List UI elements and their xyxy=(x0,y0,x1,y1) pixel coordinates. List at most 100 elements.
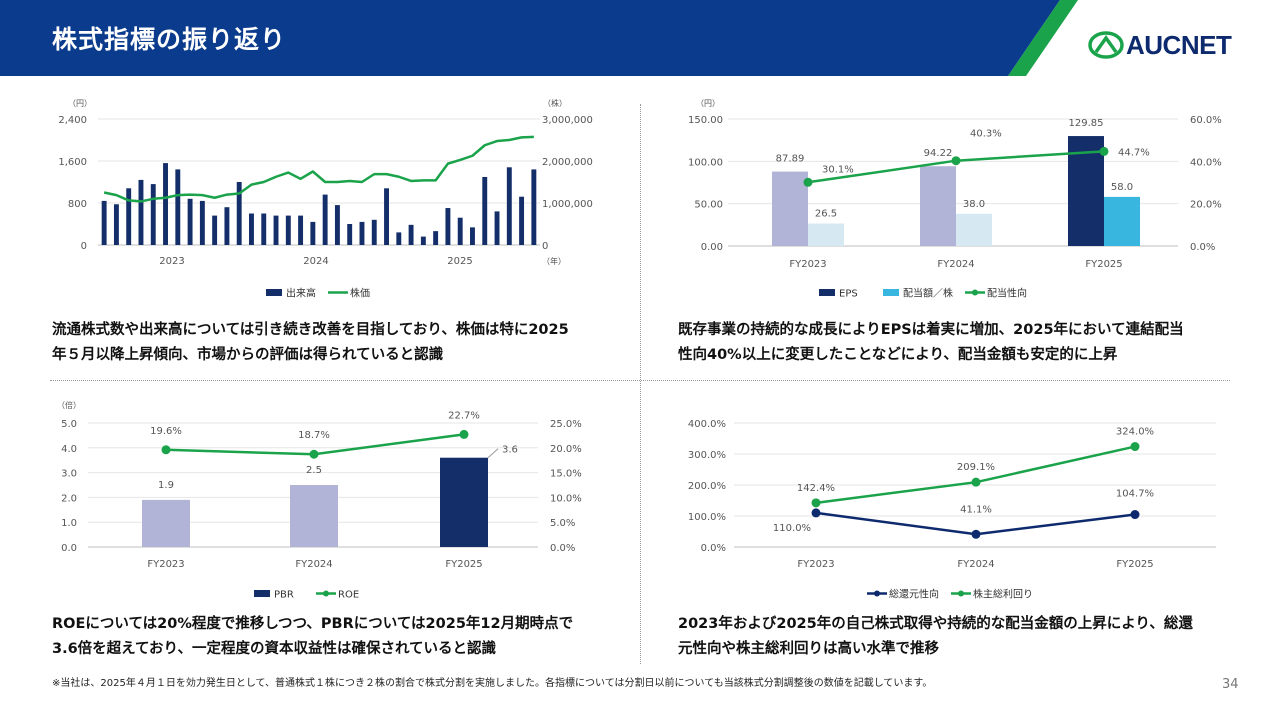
pbr-bar xyxy=(290,485,338,547)
chart-volume-price: （円） （株） 0 800 1,600 2,400 0 1,000,000 2,000,000 3… xyxy=(58,98,593,300)
right-tick-label: 40.0% xyxy=(1190,157,1222,168)
legend-label: 総還元性向 xyxy=(889,588,939,601)
right-tick-label: 5.0% xyxy=(550,518,575,529)
caption-eps-dividend: 既存事業の持続的な成長によりEPSは着実に増加、2025年において連結配当 性向… xyxy=(678,318,1184,368)
chart-pbr-roe: （倍） 0.0 1.0 2.0 3.0 4.0 5.0 0.0% 5.0% 10.0% 15.0% 2… xyxy=(57,400,582,601)
left-tick-label: 2,400 xyxy=(58,115,87,126)
chart-eps-dividend: （円） 0.00 50.00 100.00 150.00 0.0% 20.0% 40.0% 60… xyxy=(688,99,1222,300)
legend-swatch xyxy=(254,590,270,597)
roe-data-label: 19.6% xyxy=(150,426,182,437)
legend-label: 配当額／株 xyxy=(903,287,953,300)
right-tick-label: 1,000,000 xyxy=(542,199,593,210)
volume-bar xyxy=(298,215,304,245)
legend-label: ROE xyxy=(338,590,359,601)
caption-pbr-roe: ROEについては20%程度で推移しつつ、PBRについては2025年12月期時点で… xyxy=(52,612,573,662)
dividend-bar xyxy=(808,223,844,246)
volume-bar xyxy=(236,182,242,245)
payout-total-data-label: 104.7% xyxy=(1116,489,1154,500)
dividend-data-label: 38.0 xyxy=(963,199,985,210)
x-axis-unit: （年） xyxy=(542,256,566,266)
right-tick-label: 60.0% xyxy=(1190,115,1222,126)
pbr-bar xyxy=(440,457,488,547)
payout-total-point xyxy=(1130,510,1140,520)
payout-data-label: 30.1% xyxy=(822,164,854,175)
volume-bar xyxy=(212,215,218,245)
category-tick-label: FY2023 xyxy=(797,559,834,570)
header-band: 株式指標の振り返り AUCNET xyxy=(0,0,1280,76)
y-tick-label: 400.0% xyxy=(688,419,726,430)
left-axis-unit: （円） xyxy=(696,99,720,108)
caption-line: 3.6倍を超えており、一定程度の資本収益性は確保されていると認識 xyxy=(52,641,497,657)
tsr-data-label: 209.1% xyxy=(957,462,995,473)
legend-swatch xyxy=(819,289,835,296)
caption-line: 2023年および2025年の自己株式取得や持続的な配当金額の上昇により、総還 xyxy=(678,616,1193,632)
year-tick-label: 2023 xyxy=(159,256,184,267)
caption-line: 性向40%以上に変更したことなどにより、配当金額も安定的に上昇 xyxy=(678,347,1118,363)
right-tick-label: 15.0% xyxy=(550,469,582,480)
legend-label: EPS xyxy=(839,289,858,300)
volume-bar xyxy=(470,227,475,245)
legend-label: 株主総利回り xyxy=(973,588,1033,601)
dividend-data-label: 58.0 xyxy=(1111,182,1133,193)
volume-bar xyxy=(371,219,377,245)
y-tick-label: 100.0% xyxy=(688,512,726,523)
right-tick-label: 3,000,000 xyxy=(542,115,593,126)
volume-bar xyxy=(310,221,316,245)
volume-bar xyxy=(531,169,537,245)
legend-marker xyxy=(958,590,964,597)
price-line xyxy=(103,135,534,203)
volume-bar xyxy=(113,204,119,245)
legend-label: PBR xyxy=(274,590,294,601)
category-tick-label: FY2024 xyxy=(957,559,994,570)
left-tick-label: 150.00 xyxy=(688,115,723,126)
caption-line: ROEについては20%程度で推移しつつ、PBRについては2025年12月期時点で xyxy=(52,616,574,632)
left-axis-unit: （倍） xyxy=(57,400,81,410)
payout-total-data-label: 110.0% xyxy=(773,523,811,534)
horizontal-divider xyxy=(50,380,1230,381)
caption-line: 年５月以降上昇傾向、市場からの評価は得られていると認識 xyxy=(52,347,444,363)
category-tick-label: FY2024 xyxy=(937,259,974,270)
eps-data-label: 94.22 xyxy=(924,148,953,159)
volume-bar xyxy=(322,194,328,245)
caption-line: 既存事業の持続的な成長によりEPSは着実に増加、2025年において連結配当 xyxy=(678,322,1184,338)
header-background xyxy=(0,0,1078,76)
volume-bar xyxy=(445,208,451,245)
payout-data-label: 40.3% xyxy=(970,129,1002,140)
left-axis-unit: （円） xyxy=(68,99,92,108)
vertical-divider xyxy=(640,104,641,664)
tsr-point xyxy=(1130,442,1140,452)
volume-bar xyxy=(138,179,144,245)
volume-bar xyxy=(101,200,107,245)
left-tick-label: 100.00 xyxy=(688,157,723,168)
legend-marker xyxy=(323,590,329,597)
year-tick-label: 2024 xyxy=(303,256,328,267)
left-tick-label: 2.0 xyxy=(61,493,77,504)
legend-marker xyxy=(972,289,978,296)
volume-bar xyxy=(224,207,230,245)
caption-volume-price: 流通株式数や出来高については引き続き改善を目指しており、株価は特に2025 年５… xyxy=(52,318,569,368)
volume-bar xyxy=(334,205,340,245)
volume-bar xyxy=(506,167,512,245)
pbr-data-label: 1.9 xyxy=(158,480,174,491)
right-tick-label: 20.0% xyxy=(550,444,582,455)
roe-point xyxy=(309,449,319,459)
volume-bar xyxy=(433,231,439,245)
left-tick-label: 0 xyxy=(81,241,87,252)
volume-bar xyxy=(384,188,389,245)
chart-payout-tsr: 0.0% 100.0% 200.0% 300.0% 400.0% FY2023 FY2024… xyxy=(688,419,1216,601)
legend-label: 出来高 xyxy=(286,287,316,300)
volume-bar xyxy=(126,188,132,245)
eps-bar xyxy=(920,166,956,246)
category-tick-label: FY2024 xyxy=(295,559,332,570)
eps-data-label: 87.89 xyxy=(776,154,805,165)
payout-data-label: 44.7% xyxy=(1118,147,1150,158)
right-tick-label: 2,000,000 xyxy=(542,157,593,168)
category-tick-label: FY2025 xyxy=(1116,559,1153,570)
tsr-data-label: 324.0% xyxy=(1116,427,1154,438)
volume-bar xyxy=(261,213,267,245)
left-tick-label: 800 xyxy=(68,199,87,210)
volume-bar xyxy=(396,232,402,245)
legend-marker xyxy=(874,590,880,597)
volume-bar xyxy=(420,236,426,245)
header-green-stripe xyxy=(1008,0,1078,76)
